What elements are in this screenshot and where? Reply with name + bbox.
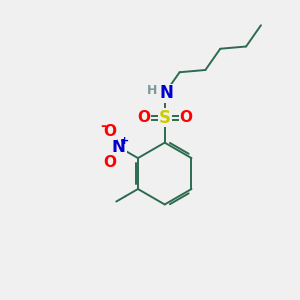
Text: O: O [179,110,192,125]
Text: N: N [159,85,173,103]
Text: N: N [112,138,126,156]
Text: -: - [100,119,106,133]
Text: +: + [120,136,129,146]
Text: O: O [137,110,150,125]
Text: O: O [103,124,116,139]
Text: O: O [103,155,116,170]
Text: H: H [147,84,158,97]
Text: S: S [159,109,171,127]
